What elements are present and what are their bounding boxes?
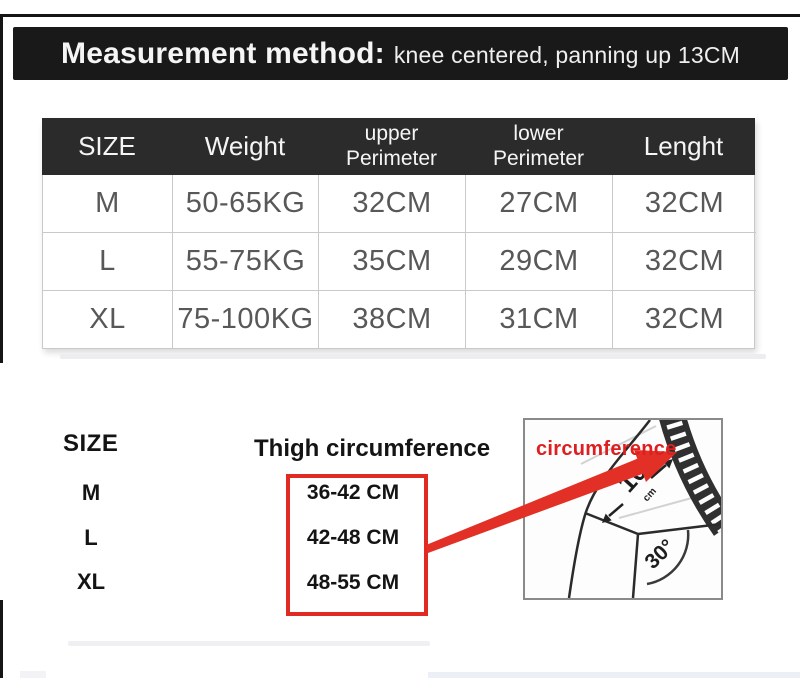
cell-weight: 55-75KG — [173, 233, 319, 291]
cell-size: L — [43, 233, 173, 291]
thigh-row-value: 42-48 CM — [306, 526, 400, 549]
thigh-value-header: Thigh circumference — [254, 435, 491, 462]
cell-weight: 50-65KG — [173, 175, 319, 233]
col-header-upper-perimeter: upper Perimeter — [345, 122, 438, 170]
banner-subtitle: knee centered, panning up 13CM — [393, 42, 740, 68]
cell-lower: 31CM — [466, 291, 613, 348]
col-header-size: SIZE — [78, 131, 136, 161]
cell-upper: 38CM — [319, 291, 466, 348]
distance-unit-label: cm — [641, 486, 659, 504]
thigh-row-value: 36-42 CM — [306, 481, 400, 504]
divider-line — [68, 641, 430, 646]
cell-length: 32CM — [613, 233, 756, 291]
measurement-method-banner: Measurement method: knee centered, panni… — [13, 27, 788, 80]
frame-left-rule-lower — [0, 600, 3, 678]
thigh-row-size: L — [84, 525, 98, 550]
col-header-lower-perimeter: lower Perimeter — [492, 122, 585, 170]
cell-length: 32CM — [644, 303, 725, 335]
thigh-row-size: M — [81, 480, 101, 505]
cell-weight: 75-100KG — [173, 291, 319, 348]
next-section-edge — [428, 672, 800, 678]
angle-label: 30° — [640, 535, 679, 574]
cell-upper: 35CM — [319, 233, 466, 291]
col-header-length: Lenght — [643, 131, 724, 161]
cell-upper: 32CM — [319, 175, 466, 233]
size-table-header-row: SIZE Weight upper Perimeter lower Perime… — [42, 118, 755, 175]
thigh-size-header: SIZE — [63, 430, 119, 457]
banner-title: Measurement method: — [61, 37, 385, 70]
circumference-annotation: circumference — [536, 438, 677, 460]
thigh-row-value: 48-55 CM — [306, 571, 400, 594]
frame-top-rule — [0, 14, 800, 17]
cell-length: 32CM — [613, 175, 756, 233]
cell-size: M — [43, 175, 173, 233]
size-table: SIZE Weight upper Perimeter lower Perime… — [42, 118, 756, 349]
cell-lower: 29CM — [466, 233, 613, 291]
thigh-row-size: XL — [76, 569, 106, 594]
frame-left-rule-upper — [0, 14, 3, 363]
col-header-weight: Weight — [204, 131, 286, 161]
edge-artifact — [20, 671, 46, 678]
size-table-body: M 50-65KG 32CM 27CM 32CM L 55-75KG 35CM … — [42, 175, 756, 349]
cell-lower: 27CM — [466, 175, 613, 233]
cell-size: XL — [43, 291, 173, 348]
table-shadow-line — [60, 354, 766, 359]
